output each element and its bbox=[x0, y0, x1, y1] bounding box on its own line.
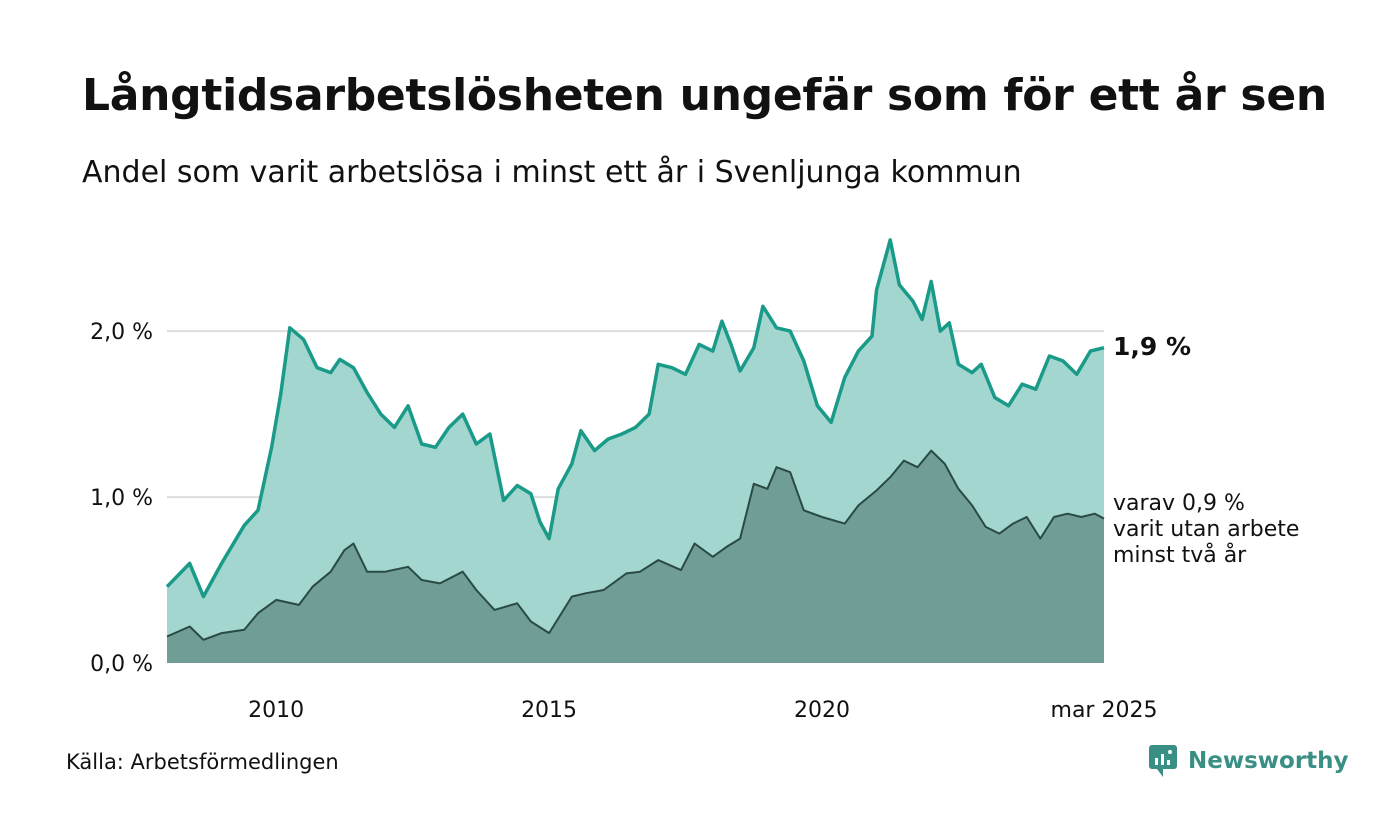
x-tick-label: 2015 bbox=[521, 698, 577, 723]
axis-ticks: 0,0 % 1,0 % 2,0 % 2010 2015 2020 mar 2025 bbox=[90, 320, 1157, 723]
end-label-twoyear-line: varit utan arbete bbox=[1113, 517, 1299, 542]
end-label-twoyear-line: varav 0,9 % bbox=[1113, 491, 1245, 516]
source-note: Källa: Arbetsförmedlingen bbox=[66, 750, 339, 774]
series-lines bbox=[165, 238, 1105, 641]
newsworthy-icon bbox=[1149, 745, 1177, 777]
end-label-total: 1,9 % bbox=[1113, 332, 1191, 361]
chart-title: Långtidsarbetslösheten ungefär som för e… bbox=[82, 70, 1327, 121]
series-areas bbox=[167, 239, 1104, 663]
x-tick-label: 2010 bbox=[248, 698, 304, 723]
series-area-twoyear bbox=[167, 450, 1104, 663]
brand-logo: Newsworthy bbox=[1148, 744, 1349, 778]
y-tick-label: 0,0 % bbox=[90, 652, 153, 677]
series-line-total bbox=[165, 238, 1105, 599]
end-label-twoyear-line: minst två år bbox=[1113, 542, 1247, 568]
x-tick-label: 2020 bbox=[794, 698, 850, 723]
chart-subtitle: Andel som varit arbetslösa i minst ett å… bbox=[82, 155, 1022, 190]
series-line-twoyear bbox=[166, 449, 1105, 641]
y-tick-label: 1,0 % bbox=[90, 486, 153, 511]
brand-name: Newsworthy bbox=[1188, 748, 1349, 774]
x-tick-label: mar 2025 bbox=[1051, 698, 1158, 723]
y-tick-label: 2,0 % bbox=[90, 320, 153, 345]
